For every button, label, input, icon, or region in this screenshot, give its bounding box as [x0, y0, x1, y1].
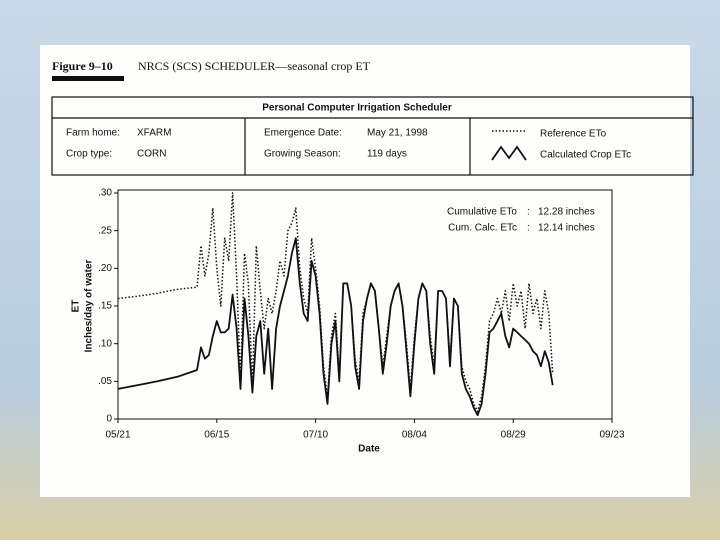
x-tick-label: 08/29 [501, 430, 526, 441]
series-line [117, 237, 554, 417]
y-tick-label: .15 [98, 301, 112, 312]
annotation-value: 12.28 inches [538, 207, 595, 218]
y-tick-label: 0 [106, 414, 112, 425]
legend-label: Calculated Crop ETc [540, 150, 631, 161]
series-line [117, 192, 554, 413]
x-tick-label: 08/04 [402, 430, 427, 441]
page [40, 45, 690, 497]
figure-bar [52, 76, 124, 81]
annotation-label: Cum. Calc. ETc [448, 223, 517, 234]
x-tick-label: 07/10 [303, 430, 328, 441]
y-tick-label: .20 [98, 263, 112, 274]
info-label: Crop type: [66, 149, 112, 160]
y-tick-label: .25 [98, 225, 112, 236]
panel-frame [51, 96, 694, 176]
x-axis-label: Date [358, 444, 380, 455]
info-label: Farm home: [66, 128, 120, 139]
y-axis-label: ET [71, 300, 82, 313]
info-value: XFARM [137, 128, 171, 139]
y-tick-label: .10 [98, 338, 112, 349]
figure-title: NRCS (SCS) SCHEDULER—seasonal crop ET [138, 59, 371, 73]
x-tick-label: 06/15 [204, 430, 229, 441]
panel-title: Personal Computer Irrigation Scheduler [262, 103, 452, 114]
info-label: Emergence Date: [264, 128, 342, 139]
legend-icon [491, 145, 527, 161]
annotation-label: Cumulative ETo [447, 207, 517, 218]
figure-label: Figure 9–10 [52, 59, 113, 73]
y-axis-label: Inches/day of water [84, 259, 95, 352]
plot-frame [117, 189, 613, 420]
info-value: 119 days [367, 149, 407, 160]
y-tick-label: .05 [98, 376, 112, 387]
annotation-value: 12.14 inches [538, 223, 595, 234]
legend-label: Reference ETo [540, 129, 607, 140]
x-tick-label: 05/21 [105, 430, 130, 441]
separator: : [527, 223, 530, 234]
separator: : [527, 207, 530, 218]
x-tick-label: 09/23 [599, 430, 624, 441]
info-value: May 21, 1998 [367, 128, 428, 139]
info-value: CORN [137, 149, 166, 160]
y-tick-label: .30 [98, 188, 112, 199]
info-label: Growing Season: [264, 149, 341, 160]
